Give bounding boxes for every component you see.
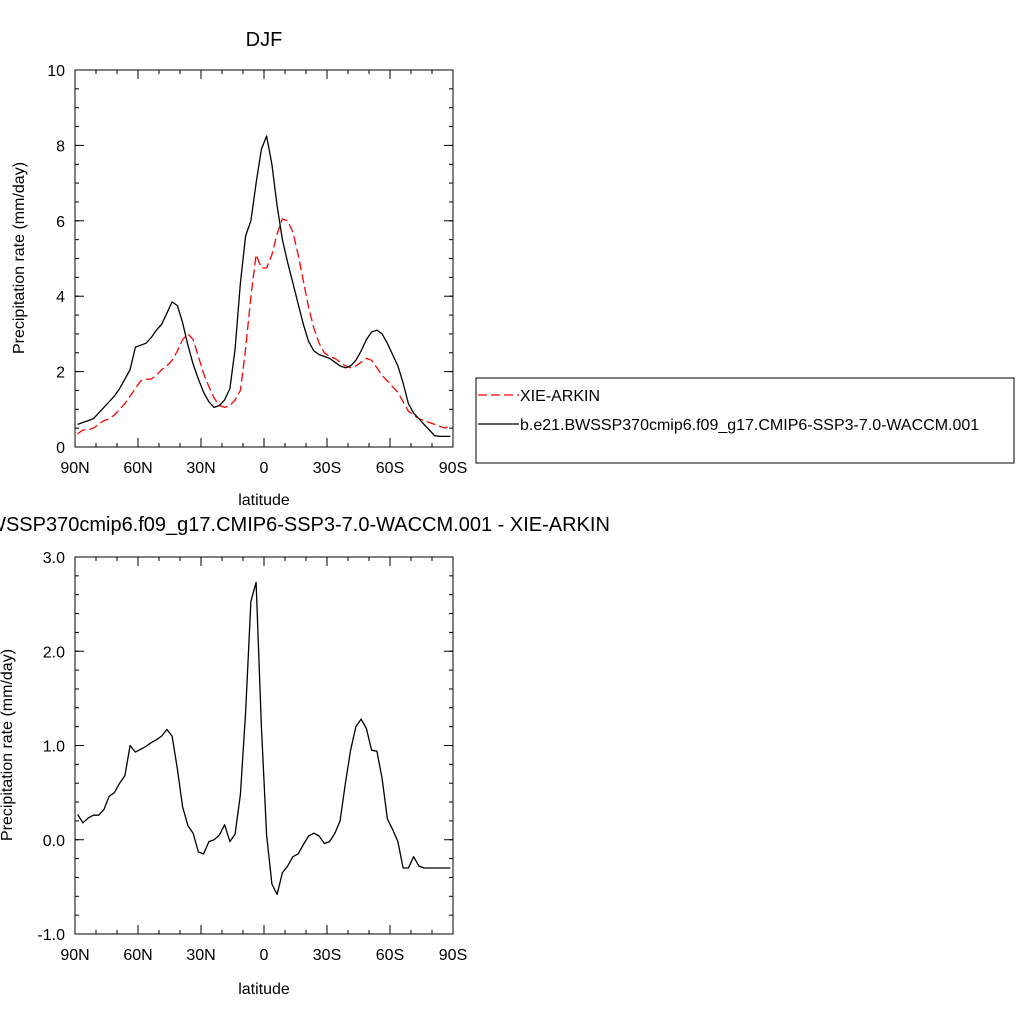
y-tick-label: 1.0	[43, 739, 65, 756]
top-y-ticks: 0 2 4 6 8 10	[47, 63, 453, 457]
series-line-0	[77, 218, 451, 435]
x-tick-label: 0	[260, 460, 269, 477]
y-tick-label: -1.0	[37, 927, 65, 944]
x-tick-label: 90S	[439, 947, 467, 964]
y-tick-label: 2	[56, 365, 65, 382]
x-tick-label: 60S	[376, 460, 404, 477]
x-tick-label: 90N	[60, 947, 89, 964]
y-tick-label: 2.0	[43, 644, 65, 661]
bottom-series-lines	[77, 581, 451, 896]
y-tick-label: 6	[56, 214, 65, 231]
y-tick-label: 0	[56, 440, 65, 457]
y-tick-label: 0.0	[43, 833, 65, 850]
bottom-plot-frame	[74, 556, 454, 935]
x-tick-label: 60N	[123, 460, 152, 477]
top-y-axis-label: Precipitation rate (mm/day)	[11, 162, 28, 354]
x-tick-label: 30S	[313, 460, 341, 477]
y-tick-label: 10	[47, 63, 65, 80]
y-tick-label: 3.0	[43, 550, 65, 567]
x-tick-label: 30S	[313, 947, 341, 964]
bottom-panel: b.e21.BWSSP370cmip6.f09_g17.CMIP6-SSP3-7…	[0, 514, 610, 998]
bottom-x-ticks: 90N 60N 30N 0 30S 60S 90S	[60, 557, 467, 964]
bottom-y-axis-label: Precipitation rate (mm/day)	[0, 649, 16, 841]
x-tick-label: 60N	[123, 947, 152, 964]
x-tick-label: 90N	[60, 460, 89, 477]
bottom-y-ticks: -1.0 0.0 1.0 2.0 3.0	[37, 550, 453, 944]
series-line-1	[77, 135, 451, 438]
x-tick-label: 90S	[439, 460, 467, 477]
legend-label-model: b.e21.BWSSP370cmip6.f09_g17.CMIP6-SSP3-7…	[520, 417, 979, 434]
y-tick-label: 4	[56, 289, 65, 306]
top-series-lines	[77, 135, 451, 438]
bottom-panel-title: b.e21.BWSSP370cmip6.f09_g17.CMIP6-SSP3-7…	[0, 514, 610, 536]
x-tick-label: 0	[260, 947, 269, 964]
top-x-ticks: 90N 60N 30N 0 30S 60S 90S	[60, 70, 467, 477]
top-x-axis-label: latitude	[238, 492, 290, 509]
x-tick-label: 30N	[186, 460, 215, 477]
top-panel-title: DJF	[246, 29, 283, 51]
y-tick-label: 8	[56, 138, 65, 155]
x-tick-label: 30N	[186, 947, 215, 964]
top-panel: DJF 0 2 4 6 8 10 90N 60N 30N 0 30S 60S 90S latitude…	[11, 29, 1015, 509]
legend: XIE-ARKIN b.e21.BWSSP370cmip6.f09_g17.CM…	[475, 377, 1015, 464]
x-tick-label: 60S	[376, 947, 404, 964]
bottom-x-axis-label: latitude	[238, 981, 290, 998]
difference-series-line	[77, 581, 451, 896]
legend-label-xie-arkin: XIE-ARKIN	[520, 388, 600, 405]
legend-box	[475, 377, 1015, 464]
